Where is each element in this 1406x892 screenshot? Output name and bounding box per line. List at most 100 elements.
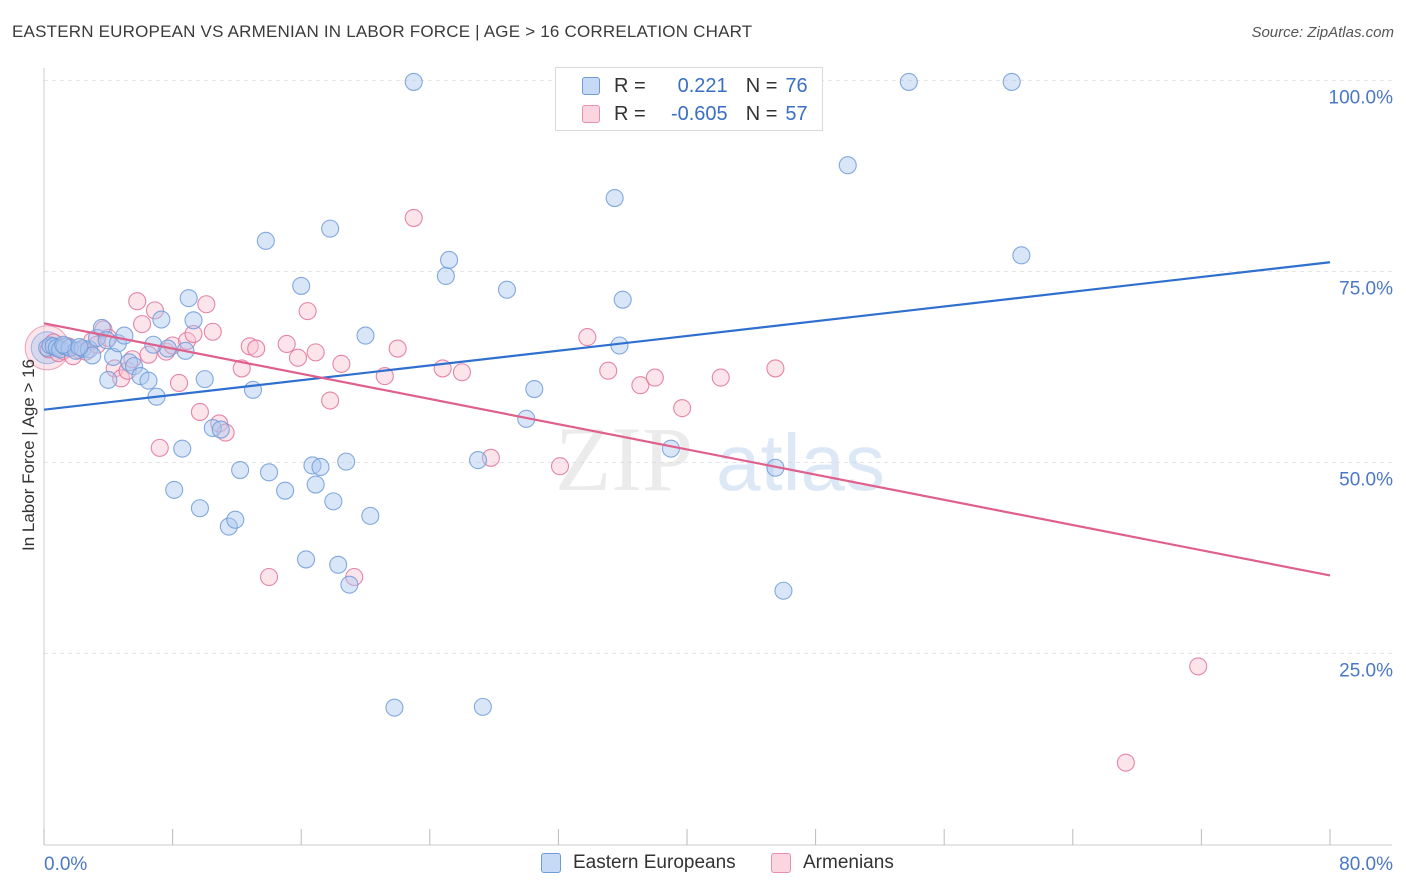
point-armenians [645, 368, 664, 387]
point-eastern-europeans [195, 370, 214, 389]
legend-item-eastern-europeans[interactable]: Eastern Europeans [541, 852, 736, 874]
point-armenians [306, 343, 325, 362]
point-armenians [128, 292, 147, 311]
watermark-zip: ZIP [555, 408, 693, 510]
point-armenians [332, 354, 351, 373]
n-value: 76 [785, 74, 808, 97]
legend-label: Armenians [803, 852, 894, 873]
point-armenians [321, 391, 340, 410]
point-eastern-europeans [124, 357, 144, 376]
legend-swatch-blue [582, 77, 600, 95]
chart-source: Source: ZipAtlas.com [1251, 24, 1394, 41]
point-eastern-europeans [104, 347, 123, 367]
point-eastern-europeans [1002, 72, 1021, 91]
point-eastern-europeans [99, 370, 118, 389]
legend-swatch-pink [582, 105, 600, 123]
point-armenians [169, 373, 189, 392]
point-eastern-europeans [404, 72, 423, 91]
point-eastern-europeans [243, 380, 263, 399]
point-eastern-europeans [329, 555, 348, 574]
point-eastern-europeans [1012, 246, 1031, 265]
point-eastern-europeans [361, 506, 380, 525]
point-eastern-europeans [296, 550, 316, 569]
y-tick-label: 75.0% [1339, 278, 1393, 299]
point-eastern-europeans [440, 250, 459, 269]
point-eastern-europeans [473, 697, 492, 716]
point-eastern-europeans [219, 517, 238, 536]
point-armenians [578, 328, 597, 347]
axes [43, 68, 1392, 846]
point-eastern-europeans [256, 231, 275, 250]
point-eastern-europeans [292, 276, 311, 295]
point-eastern-europeans [321, 219, 340, 238]
point-armenians [277, 334, 296, 354]
watermark: ZIP atlas [555, 408, 885, 510]
stats-legend: R = 0.221 N = 76 R = -0.605 N = 57 [555, 67, 823, 131]
point-eastern-europeans [324, 492, 343, 511]
series-legend: Eastern Europeans Armenians [0, 852, 1406, 878]
point-eastern-europeans [436, 266, 455, 286]
point-eastern-europeans [497, 280, 517, 299]
r-label: R = [614, 74, 646, 97]
data-points [24, 72, 1208, 772]
point-armenians [1116, 753, 1135, 772]
point-armenians [190, 402, 209, 422]
legend-swatch-blue [541, 853, 561, 873]
x-tick-label: 80.0% [1339, 854, 1393, 875]
point-armenians [139, 345, 158, 364]
y-tick-label: 25.0% [1339, 660, 1393, 681]
trend-line-eastern-europeans [43, 261, 1331, 411]
point-eastern-europeans [226, 510, 245, 529]
point-eastern-europeans [139, 371, 158, 390]
point-eastern-europeans [173, 439, 192, 458]
n-label: N = [745, 102, 778, 125]
point-armenians [288, 348, 308, 367]
point-armenians [203, 322, 222, 341]
r-value: 0.221 [677, 74, 728, 97]
point-armenians [298, 302, 317, 321]
point-eastern-europeans [259, 463, 279, 482]
point-eastern-europeans [190, 499, 209, 518]
point-eastern-europeans [165, 480, 184, 499]
point-eastern-europeans [152, 310, 171, 329]
stats-legend-row-2: R = -0.605 N = 57 [582, 102, 808, 126]
point-armenians [184, 324, 203, 344]
point-eastern-europeans [54, 335, 73, 354]
trend-lines [43, 261, 1331, 577]
x-tick-label: 0.0% [44, 854, 87, 875]
point-armenians [388, 339, 407, 358]
point-armenians [197, 295, 216, 314]
r-value: -0.605 [670, 102, 728, 125]
point-armenians [247, 339, 266, 358]
point-eastern-europeans [179, 289, 198, 308]
point-eastern-europeans [83, 346, 102, 365]
point-eastern-europeans [613, 290, 632, 309]
point-armenians [550, 457, 570, 476]
point-eastern-europeans [774, 581, 793, 600]
point-eastern-europeans [610, 336, 629, 355]
point-armenians [631, 376, 650, 395]
point-eastern-europeans [211, 420, 230, 439]
point-armenians [210, 414, 229, 433]
point-armenians [1189, 657, 1208, 676]
point-eastern-europeans [73, 339, 92, 358]
point-armenians [711, 368, 730, 387]
point-eastern-europeans [70, 337, 89, 357]
y-axis-label: In Labor Force | Age > 16 [19, 359, 38, 551]
chart-title: EASTERN EUROPEAN VS ARMENIAN IN LABOR FO… [12, 22, 753, 41]
legend-label: Eastern Europeans [573, 852, 736, 873]
point-eastern-europeans [838, 156, 857, 175]
r-label: R = [614, 102, 646, 125]
point-eastern-europeans [337, 452, 356, 471]
point-armenians [259, 567, 279, 587]
legend-item-armenians[interactable]: Armenians [771, 852, 894, 874]
watermark-atlas: atlas [716, 418, 885, 507]
point-eastern-europeans [340, 575, 359, 594]
n-value: 57 [785, 102, 808, 125]
point-armenians [145, 301, 164, 320]
point-armenians [133, 315, 152, 334]
y-tick-label: 100.0% [1329, 87, 1394, 108]
point-eastern-europeans [525, 380, 544, 399]
point-eastern-europeans [276, 481, 295, 500]
